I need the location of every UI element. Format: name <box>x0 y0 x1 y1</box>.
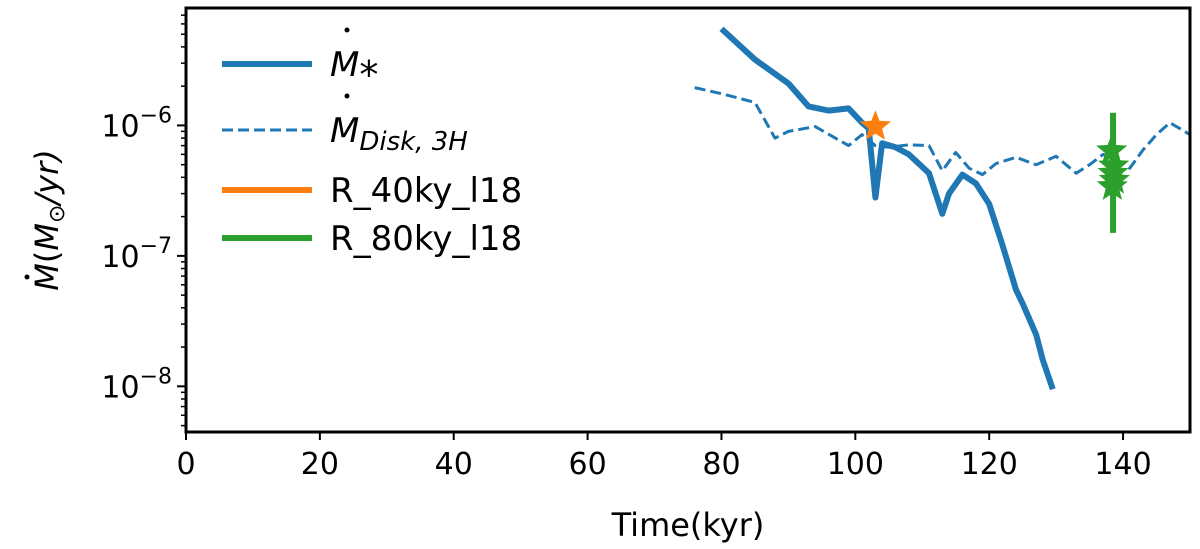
x-axis-label: Time(kyr) <box>611 506 765 544</box>
legend-label-r40: R_40ky_l18 <box>330 171 522 211</box>
x-tick-label: 40 <box>435 447 473 482</box>
y-label-sub: ⊙ <box>45 205 70 223</box>
x-tick-label: 140 <box>1094 447 1151 482</box>
plot-frame <box>184 6 1192 434</box>
svg-text:M(M⊙/yr): M(M⊙/yr) <box>28 149 70 291</box>
legend-label-r80: R_80ky_l18 <box>330 219 522 259</box>
star-marker-r40 <box>859 110 892 140</box>
y-axis: 10−8 10−7 10−6 <box>101 14 186 427</box>
y-label-symbol: M <box>28 263 66 291</box>
y-tick-label: 10−7 <box>101 234 172 275</box>
legend-dot <box>344 27 350 33</box>
x-tick-label: 80 <box>702 447 740 482</box>
legend-label-mdot-star: M* <box>330 45 378 97</box>
star-marker-r80 <box>1096 170 1128 200</box>
y-label-dot <box>24 274 30 280</box>
x-tick-label: 20 <box>301 447 339 482</box>
legend: M* MDisk, 3H R_40ky_l18 R_80ky_l18 <box>222 27 522 259</box>
y-label-unit: M <box>28 223 66 251</box>
x-tick-label: 60 <box>569 447 607 482</box>
y-axis-label: M(M⊙/yr) <box>24 149 70 291</box>
y-tick-label: 10−8 <box>101 364 172 405</box>
y-label-open: ( <box>28 251 66 263</box>
series-line-mdot-star <box>719 26 1056 391</box>
x-tick-label: 120 <box>961 447 1018 482</box>
legend-label-mdot-disk: MDisk, 3H <box>330 111 468 157</box>
legend-dot <box>344 93 350 99</box>
y-tick-label: 10−6 <box>101 103 172 144</box>
x-axis: 0 20 40 60 80 100 120 140 <box>176 432 1152 482</box>
x-tick-label: 0 <box>176 447 195 482</box>
x-tick-label: 100 <box>827 447 884 482</box>
y-label-rest: /yr) <box>28 149 66 207</box>
